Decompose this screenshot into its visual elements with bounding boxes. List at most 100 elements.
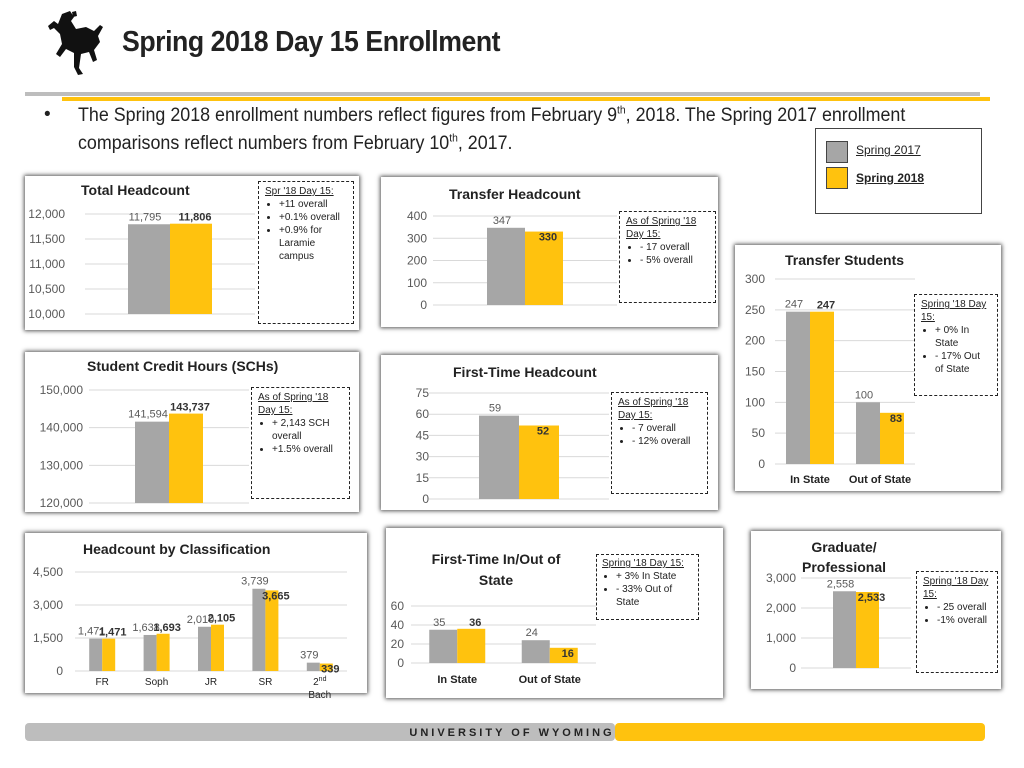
note-item: - 33% Out of State	[616, 583, 693, 609]
data-label: 3,665	[262, 590, 290, 602]
y-tick-label: 0	[789, 661, 796, 675]
y-tick-label: 3,000	[766, 571, 796, 585]
note-head: As of Spring '18 Day 15:	[258, 392, 329, 416]
data-label: 24	[526, 627, 538, 639]
y-tick-label: 400	[407, 209, 427, 223]
panel-total-headcount: Total Headcount 10,000 10,500 11,000 11,500…	[25, 176, 359, 330]
chart-title: Student Credit Hours (SCHs)	[87, 358, 279, 374]
data-label: 36	[469, 617, 481, 629]
data-label: 143,737	[170, 402, 210, 414]
data-label: 83	[890, 413, 902, 425]
note-item: - 12% overall	[632, 435, 701, 448]
x-tick-label-line2: Bach	[308, 690, 331, 701]
x-tick-label: In State	[437, 674, 477, 686]
x-tick-label: FR	[96, 677, 109, 688]
data-label: 3,739	[241, 576, 269, 588]
bar-spring-2017	[252, 588, 266, 671]
x-tick-label: SR	[258, 677, 272, 688]
y-tick-label: 100	[745, 395, 765, 409]
note-item: -1% overall	[937, 614, 991, 627]
x-tick-label: In State	[790, 474, 830, 486]
bar-spring-2018	[170, 223, 212, 314]
bar-spring-2017	[89, 638, 103, 671]
bar-spring-2017	[128, 224, 170, 314]
x-tick-label: JR	[205, 677, 217, 688]
x-tick-label: Out of State	[849, 474, 911, 486]
y-tick-label: 45	[416, 428, 430, 442]
title-line: State	[478, 572, 514, 588]
bar-spring-2018	[856, 592, 879, 668]
footer-bar-gold	[615, 723, 985, 741]
y-tick-label: 150,000	[40, 383, 84, 397]
y-tick-label: 0	[420, 298, 427, 312]
panel-first-time-headcount: First-Time Headcount 0 15 30 45 60 75 59 52 As …	[381, 355, 718, 510]
bar-spring-2017	[521, 640, 550, 663]
bar-spring-2017	[429, 629, 458, 663]
panel-transfer-students: Transfer Students 0 50 100 150 200 250 300 247 2…	[735, 245, 1001, 491]
y-tick-label: 60	[391, 599, 405, 613]
panel-graduate-professional: Graduate/Professional 0 1,000 2,000 3,000 2,…	[751, 531, 1001, 689]
note-item: +0.9% for Laramie campus	[279, 224, 347, 263]
panel-transfer-headcount: Transfer Headcount 0 100 200 300 400 347 330 A…	[381, 177, 718, 327]
legend-swatch-spring-2018	[826, 167, 848, 189]
y-tick-label: 11,500	[29, 232, 65, 246]
legend-label-spring-2018: Spring 2018	[856, 171, 925, 185]
note-sch: As of Spring '18 Day 15: + 2,143 SCH ove…	[251, 387, 350, 499]
bar-spring-2017	[786, 311, 810, 464]
chart-title: First-Time In/Out of State	[426, 549, 566, 591]
chart-first-time-in-out-state: 0 20 40 60 35 36 In State 24 16 Out of State	[391, 599, 596, 686]
y-tick-label: 300	[407, 231, 427, 245]
y-tick-label: 0	[397, 656, 404, 670]
y-tick-label: 140,000	[40, 421, 84, 435]
bar-spring-2018	[265, 590, 279, 671]
intro-text: The Spring 2018 enrollment numbers refle…	[78, 104, 906, 154]
title-line: Professional	[801, 559, 887, 575]
bar-spring-2018	[519, 425, 559, 499]
data-label: 11,806	[178, 212, 211, 224]
data-label: 1,471	[78, 626, 106, 638]
footer-bar	[25, 723, 985, 741]
data-label: 35	[433, 617, 445, 629]
note-head: Spr '18 Day 15:	[265, 186, 334, 197]
chart-student-credit-hours: 120,000 130,000 140,000 150,000 141,594143,7…	[40, 383, 249, 510]
note-graduate: Spring '18 Day 15: - 25 overall-1% overa…	[916, 571, 998, 673]
note-in-out-state: Spring '18 Day 15: + 3% In State- 33% Ou…	[596, 554, 699, 620]
note-item: +1.5% overall	[272, 443, 343, 456]
note-transfer-headcount: As of Spring '18 Day 15: - 17 overall- 5…	[619, 211, 716, 303]
y-tick-label: 150	[745, 365, 765, 379]
x-tick-label: 2nd	[313, 676, 326, 688]
data-label: 247	[817, 300, 835, 312]
note-item: - 5% overall	[640, 254, 709, 267]
y-tick-label: 11,000	[29, 257, 65, 271]
y-tick-label: 4,500	[33, 565, 63, 579]
intro-bullet: •	[44, 104, 51, 125]
y-tick-label: 200	[745, 334, 765, 348]
note-item: +0.1% overall	[279, 211, 347, 224]
y-tick-label: 60	[416, 407, 430, 421]
y-tick-label: 40	[391, 618, 405, 632]
chart-transfer-headcount: 0 100 200 300 400 347 330	[407, 209, 617, 312]
bar-spring-2018	[810, 311, 834, 464]
panel-headcount-by-classification: Headcount by Classification 0 1,500 3,000 4…	[25, 533, 367, 701]
footer-bar-gray	[25, 723, 615, 741]
y-tick-label: 10,000	[28, 307, 65, 321]
y-tick-label: 2,000	[766, 601, 796, 615]
title-line: Graduate/	[811, 539, 877, 555]
chart-title: Total Headcount	[81, 182, 190, 198]
bar-spring-2017	[479, 415, 519, 499]
y-tick-label: 75	[416, 386, 430, 400]
note-transfer-students: Spring '18 Day 15: + 0% In State- 17% Ou…	[914, 294, 998, 396]
legend-swatch-spring-2017	[826, 141, 848, 163]
note-item: - 25 overall	[937, 601, 991, 614]
note-item: - 7 overall	[632, 422, 701, 435]
data-label: 347	[493, 215, 511, 227]
y-tick-label: 0	[758, 457, 765, 471]
y-tick-label: 15	[416, 471, 430, 485]
chart-title: Transfer Students	[785, 252, 905, 268]
y-tick-label: 0	[422, 492, 429, 506]
data-label: 141,594	[128, 409, 168, 421]
data-label: 52	[537, 426, 549, 438]
bar-spring-2018	[525, 231, 563, 305]
data-label: 247	[785, 299, 803, 311]
chart-title: Transfer Headcount	[449, 186, 581, 202]
